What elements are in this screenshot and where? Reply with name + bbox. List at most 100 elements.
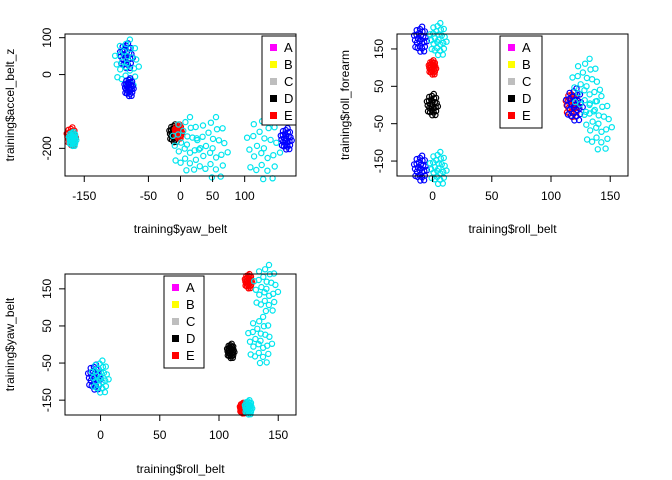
data-point: [589, 118, 596, 125]
data-point: [177, 139, 185, 146]
data-point: [575, 116, 583, 124]
data-point: [574, 72, 581, 80]
x-tick-label: 100: [209, 428, 229, 442]
data-point: [256, 359, 264, 367]
data-point: [254, 325, 261, 332]
data-point: [180, 127, 187, 134]
data-point: [430, 90, 437, 98]
data-point: [586, 100, 594, 107]
data-point: [224, 352, 231, 359]
data-point: [255, 341, 262, 348]
data-point: [66, 140, 73, 147]
data-point: [586, 91, 593, 98]
legend-label: E: [186, 348, 195, 363]
y-tick-label: 150: [372, 39, 386, 59]
data-point: [598, 139, 605, 146]
data-point: [181, 155, 189, 162]
data-point: [241, 402, 249, 409]
data-point: [598, 92, 605, 100]
data-point: [443, 38, 450, 45]
data-point: [122, 89, 129, 97]
data-point: [212, 113, 220, 121]
legend-label: D: [522, 91, 531, 106]
x-tick-label: -50: [140, 189, 158, 203]
data-point: [242, 408, 249, 415]
data-point: [249, 320, 257, 327]
data-point: [221, 139, 228, 147]
data-point: [242, 278, 249, 285]
data-point: [70, 128, 77, 135]
data-point: [206, 149, 214, 156]
data-point: [437, 26, 444, 33]
data-point: [256, 128, 263, 135]
y-tick-label: -150: [40, 388, 54, 412]
data-point: [437, 19, 444, 27]
data-point: [569, 74, 576, 81]
legend-box: [261, 35, 297, 126]
data-point: [118, 58, 126, 65]
data-point: [272, 281, 279, 289]
data-point: [250, 153, 258, 160]
legend-swatch: [172, 335, 179, 342]
data-point: [246, 397, 253, 404]
data-point: [593, 134, 600, 141]
data-point: [274, 288, 282, 296]
x-tick-label: 50: [485, 189, 499, 203]
data-point: [278, 142, 286, 149]
data-point: [193, 135, 200, 142]
data-point: [602, 145, 609, 152]
legend-swatch: [270, 44, 277, 51]
y-axis-label: training$accel_belt_z: [3, 49, 17, 162]
data-point: [440, 25, 447, 33]
x-tick-label: 150: [600, 189, 620, 203]
data-point: [265, 350, 272, 358]
data-point: [218, 151, 225, 158]
data-point: [581, 87, 588, 94]
data-point: [572, 98, 579, 106]
data-point: [428, 174, 435, 182]
data-point: [423, 166, 431, 174]
data-point: [217, 173, 224, 180]
y-tick-label: 50: [372, 79, 386, 93]
data-point: [567, 112, 575, 120]
data-point: [264, 167, 271, 174]
data-point: [247, 351, 254, 358]
data-point: [260, 175, 267, 183]
data-point: [208, 174, 216, 181]
y-tick-label: 150: [40, 279, 54, 299]
data-point: [169, 132, 177, 139]
data-point: [267, 136, 274, 144]
data-point: [443, 167, 450, 174]
y-tick-label: 50: [40, 319, 54, 333]
legend-swatch: [270, 95, 277, 102]
data-point: [430, 57, 437, 64]
x-tick-label: 0: [177, 189, 184, 203]
data-point: [121, 81, 128, 88]
data-point: [73, 136, 80, 144]
data-point: [594, 146, 602, 153]
data-point: [288, 137, 295, 144]
data-point: [90, 383, 98, 390]
x-axis-label: training$roll_belt: [136, 462, 225, 476]
data-point: [135, 63, 142, 70]
data-point: [268, 340, 276, 347]
legend-swatch: [508, 95, 515, 102]
data-point: [423, 38, 431, 45]
data-point: [255, 349, 262, 357]
legend-swatch: [508, 61, 515, 68]
data-point: [579, 69, 587, 76]
data-point: [588, 138, 596, 145]
data-point: [263, 359, 270, 366]
data-point: [247, 411, 254, 418]
data-point: [439, 180, 446, 187]
data-point: [177, 159, 184, 166]
data-point: [265, 261, 273, 269]
data-point: [202, 165, 209, 172]
data-point: [413, 155, 420, 163]
y-tick-label: -150: [372, 149, 386, 173]
legend-swatch: [172, 318, 179, 325]
data-point: [284, 124, 291, 132]
data-point: [125, 92, 133, 100]
